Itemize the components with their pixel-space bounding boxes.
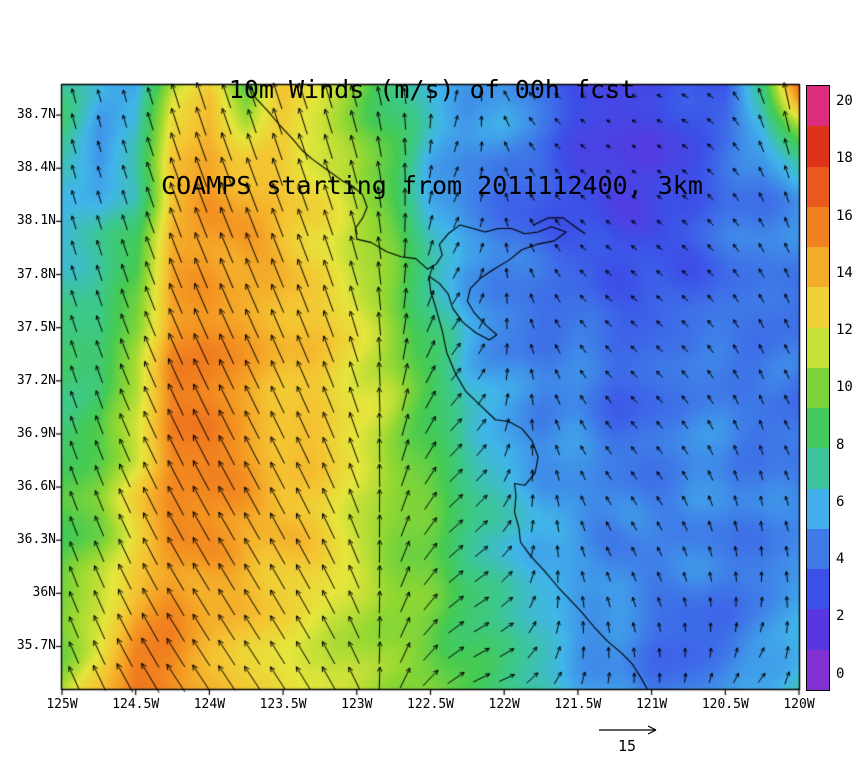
colorbar-band [807, 166, 829, 207]
title-line-1: 10m Winds (m/s) of 00h fcst [228, 75, 636, 104]
colorbar-band [807, 126, 829, 167]
lon-tick-label: 123W [341, 697, 373, 712]
colorbar-tick-label: 2 [836, 608, 845, 625]
colorbar-band [807, 408, 829, 449]
lon-tick-label: 123.5W [259, 697, 307, 712]
colorbar-band [807, 327, 829, 368]
lat-tick-label: 37.5N [16, 319, 56, 335]
colorbar-tick-label: 14 [836, 264, 853, 281]
title-line-2: COAMPS starting from 2011112400, 3km [161, 171, 703, 200]
colorbar-band [807, 448, 829, 489]
colorbar-band [807, 569, 829, 610]
lat-tick-label: 35.7N [16, 638, 56, 654]
lat-tick-label: 37.8N [16, 266, 56, 282]
colorbar-tick-label: 6 [836, 493, 845, 510]
colorbar-tick-label: 18 [836, 150, 853, 167]
lon-tick-label: 121W [635, 697, 668, 712]
lon-tick-label: 124W [193, 697, 226, 712]
lon-tick-label: 121.5W [554, 697, 602, 712]
reference-vector-label: 15 [617, 737, 637, 755]
colorbar-band [807, 528, 829, 570]
lon-tick-label: 122W [488, 697, 520, 712]
lon-tick-label: 120.5W [701, 697, 749, 712]
colorbar-band [807, 609, 829, 650]
lat-tick-label: 37.2N [16, 372, 56, 388]
chart-title: 10m Winds (m/s) of 00h fcst COAMPS start… [0, 10, 864, 266]
colorbar-band [807, 247, 829, 288]
lon-tick-label: 125W [46, 697, 78, 712]
colorbar-band [807, 649, 829, 690]
colorbar-tick-label: 12 [836, 322, 853, 339]
colorbar-band [807, 206, 829, 248]
colorbar-tick-label: 16 [836, 207, 853, 224]
colorbar-band [807, 367, 829, 409]
colorbar-tick-label: 10 [836, 379, 853, 396]
colorbar-band [807, 287, 829, 328]
colorbar [806, 85, 830, 691]
colorbar-tick-label: 20 [836, 93, 853, 110]
lat-tick-label: 36N [32, 585, 56, 601]
lat-tick-label: 36.3N [16, 532, 56, 548]
lon-tick-label: 122.5W [407, 697, 454, 712]
lat-tick-label: 36.6N [16, 479, 56, 495]
lon-tick-label: 120W [783, 697, 815, 712]
lat-tick-label: 38.4N [16, 160, 56, 176]
lon-tick-label: 124.5W [112, 697, 160, 712]
colorbar-tick-label: 0 [836, 665, 845, 682]
lat-tick-label: 38.1N [16, 213, 56, 229]
reference-vector-arrow [599, 725, 657, 735]
colorbar-tick-label: 8 [836, 436, 845, 453]
lat-tick-label: 38.7N [16, 107, 56, 123]
colorbar-band [807, 86, 829, 127]
colorbar-tick-label: 4 [836, 551, 845, 568]
lat-tick-label: 36.9N [16, 425, 56, 441]
colorbar-band [807, 488, 829, 529]
